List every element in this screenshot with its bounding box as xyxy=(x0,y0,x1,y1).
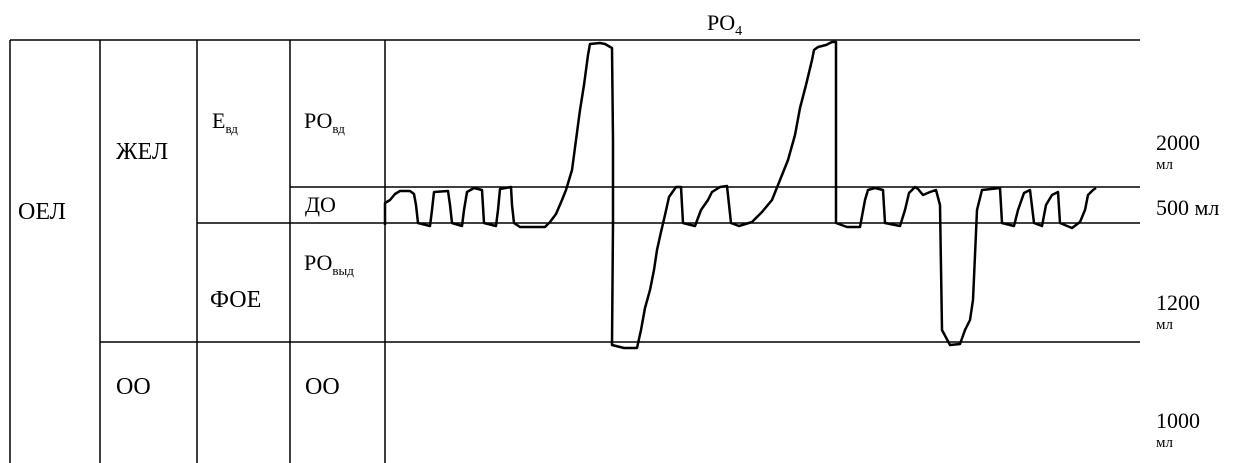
volume-1200: 1200 мл xyxy=(1156,292,1200,333)
ro-vyd-sub: выд xyxy=(332,263,354,278)
volume-1200-value: 1200 xyxy=(1156,290,1200,315)
e-vd-label: Евд xyxy=(212,108,238,136)
ro-vd-main: РО xyxy=(304,108,333,133)
oo-right-label: ОО xyxy=(305,374,340,400)
ro-vd-sub: вд xyxy=(332,121,345,136)
po4-label: PO4 xyxy=(707,12,742,39)
po4-main: PO xyxy=(707,10,736,35)
volume-1000-unit: мл xyxy=(1156,435,1173,451)
volume-1000-value: 1000 xyxy=(1156,408,1200,433)
volume-2000: 2000 мл xyxy=(1156,132,1200,173)
oel-label: ОЕЛ xyxy=(18,199,66,225)
ro-vd-label: РОвд xyxy=(304,108,345,136)
ro-vyd-main: РО xyxy=(304,250,333,275)
volume-1200-unit: мл xyxy=(1156,317,1173,333)
e-vd-main: Е xyxy=(212,108,226,133)
do-label: ДО xyxy=(305,192,336,217)
foe-label: ФОЕ xyxy=(210,287,262,313)
po4-sub: 4 xyxy=(735,24,743,39)
volume-1000: 1000 мл xyxy=(1156,410,1200,451)
ro-vyd-label: РОвыд xyxy=(304,250,354,278)
volume-2000-value: 2000 xyxy=(1156,130,1200,155)
e-vd-sub: вд xyxy=(225,121,238,136)
zhel-label: ЖЕЛ xyxy=(116,139,169,165)
spirogram-curve xyxy=(383,40,1097,350)
oo-left-label: ОО xyxy=(116,374,151,400)
volume-500: 500 мл xyxy=(1156,195,1220,220)
volume-2000-unit: мл xyxy=(1156,157,1173,173)
